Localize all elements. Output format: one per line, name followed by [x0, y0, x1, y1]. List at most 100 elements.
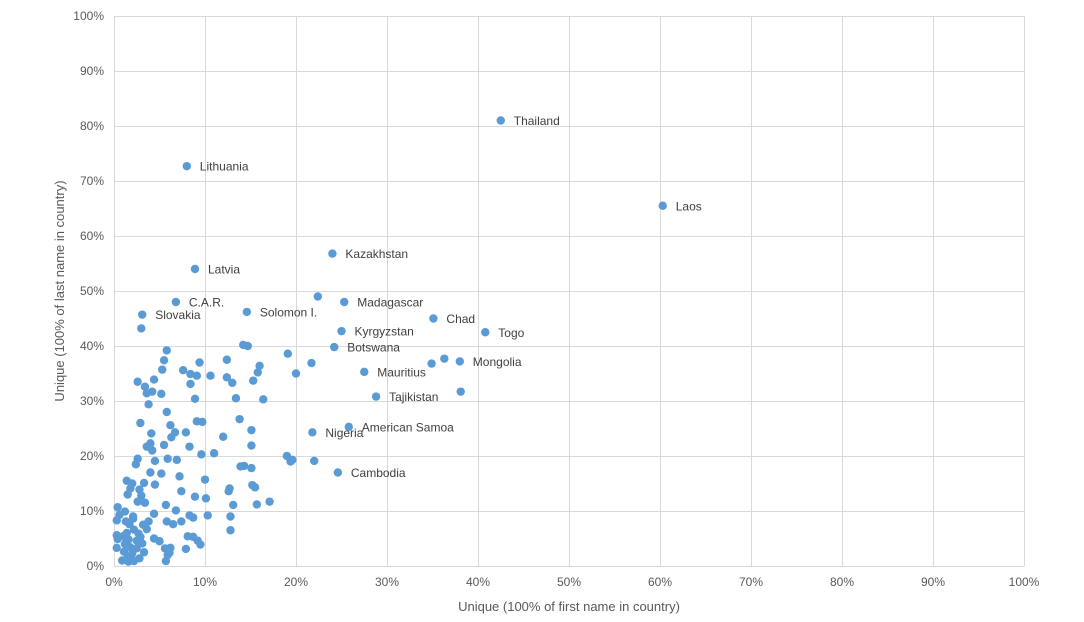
data-point: [163, 454, 172, 463]
data-point: [226, 512, 235, 521]
point-labels: Thailand Lithuania Laos Kazakhstan Latvia C.A…: [155, 114, 702, 480]
data-point: [162, 407, 171, 417]
data-point-labeled: [455, 357, 464, 366]
data-point: [139, 478, 149, 488]
data-point: [181, 544, 191, 554]
point-label: Nigeria: [325, 426, 363, 440]
point-label: Mongolia: [473, 355, 522, 369]
data-point: [123, 490, 132, 499]
point-label: Latvia: [208, 263, 240, 277]
y-tick-label: 60%: [80, 229, 104, 243]
data-point: [209, 449, 219, 458]
data-point: [203, 511, 212, 520]
data-point: [427, 359, 436, 368]
data-point: [456, 387, 465, 396]
data-point: [195, 358, 204, 367]
data-point: [190, 492, 200, 501]
data-point: [247, 425, 256, 435]
x-tick-label: 30%: [375, 575, 399, 589]
data-point: [167, 433, 176, 442]
data-point: [150, 456, 160, 466]
data-point-labeled: [496, 116, 505, 125]
data-point: [158, 365, 167, 374]
y-tick-label: 90%: [80, 64, 104, 78]
data-point-labeled: [242, 307, 252, 317]
data-point: [186, 379, 195, 389]
data-point: [252, 500, 262, 509]
data-point: [235, 414, 244, 424]
y-tick-label: 20%: [80, 449, 104, 463]
data-point: [198, 417, 207, 427]
data-point: [222, 355, 232, 364]
data-point: [181, 428, 191, 437]
data-point: [288, 455, 297, 465]
data-point: [150, 480, 160, 489]
x-tick-label: 60%: [648, 575, 672, 589]
point-label: Chad: [446, 312, 475, 326]
data-point: [177, 517, 186, 526]
point-label: Madagascar: [357, 296, 423, 310]
data-point-labeled: [138, 310, 147, 319]
data-point: [137, 324, 146, 333]
data-point: [253, 368, 262, 377]
point-label: Cambodia: [351, 466, 406, 480]
data-point: [265, 497, 274, 506]
y-tick-label: 100%: [73, 9, 104, 23]
data-point: [147, 429, 156, 438]
data-point: [229, 500, 238, 510]
point-label: Togo: [498, 326, 524, 340]
data-point: [140, 382, 150, 391]
data-point: [247, 463, 256, 473]
data-point: [239, 461, 249, 471]
data-point: [148, 446, 157, 455]
data-point: [228, 378, 237, 388]
data-point: [172, 455, 181, 465]
x-tick-label: 20%: [284, 575, 308, 589]
point-label: Tajikistan: [389, 390, 438, 404]
data-point: [140, 498, 150, 507]
data-point: [117, 556, 127, 565]
point-label: Kyrgyzstan: [355, 325, 414, 339]
y-axis-title: Unique (100% of last name in country): [52, 180, 67, 401]
data-point: [155, 537, 164, 546]
data-point: [243, 341, 252, 351]
data-point: [161, 556, 171, 566]
data-point: [112, 516, 121, 525]
data-point: [161, 500, 171, 510]
data-point-labeled: [344, 422, 353, 432]
data-point-labeled: [337, 326, 346, 336]
data-point: [178, 366, 188, 375]
y-tick-labels: 0% 10% 20% 30% 40% 50% 60% 70% 80% 90% 100%: [73, 9, 104, 573]
data-point: [131, 460, 141, 469]
y-tick-label: 80%: [80, 119, 104, 133]
point-label: Botswana: [347, 341, 400, 355]
data-point: [133, 497, 142, 506]
data-point: [200, 475, 210, 484]
x-tick-labels: 0% 10% 20% 30% 40% 50% 60% 70% 80% 90% 100%: [105, 575, 1039, 589]
x-tick-label: 100%: [1009, 575, 1040, 589]
data-point-labeled: [182, 161, 191, 171]
data-point: [225, 484, 234, 493]
data-point: [222, 373, 232, 382]
point-label: Lithuania: [200, 160, 249, 174]
y-tick-label: 70%: [80, 174, 104, 188]
x-tick-label: 70%: [739, 575, 763, 589]
grid: [114, 16, 1025, 567]
data-point-labeled: [340, 297, 349, 307]
data-point: [144, 400, 153, 409]
y-tick-label: 0%: [87, 559, 105, 573]
data-point: [192, 371, 202, 380]
data-point: [201, 494, 211, 503]
data-point: [250, 483, 260, 492]
data-point: [175, 472, 184, 481]
point-label: Laos: [676, 199, 702, 213]
point-label: Mauritius: [377, 365, 426, 379]
x-tick-label: 40%: [466, 575, 490, 589]
data-point: [139, 548, 149, 557]
data-point: [186, 369, 195, 379]
data-point: [255, 361, 264, 370]
data-point-labeled: [429, 314, 438, 323]
data-point: [162, 517, 171, 526]
data-point: [136, 418, 145, 428]
data-point: [149, 509, 159, 518]
